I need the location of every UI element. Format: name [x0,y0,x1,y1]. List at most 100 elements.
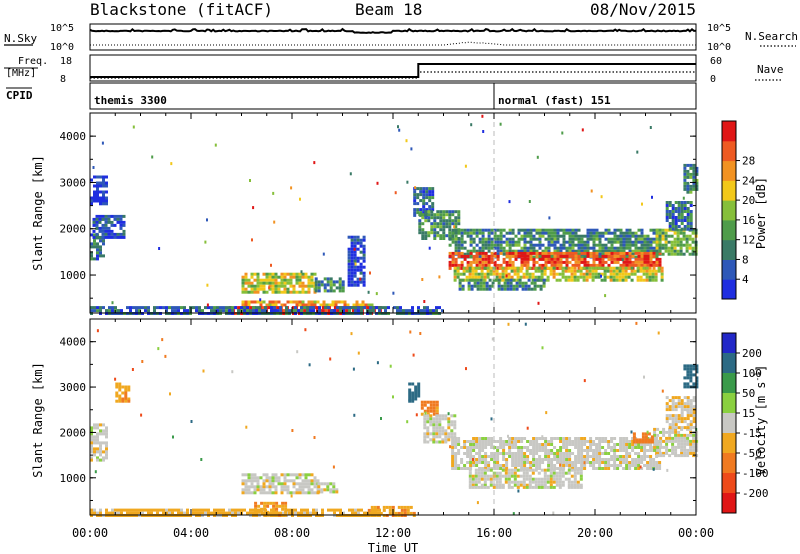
heatmap-cell [619,461,623,464]
heatmap-cell [671,210,675,213]
heatmap-cell [616,228,620,232]
heatmap-cell [649,251,653,255]
heatmap-cell [329,357,332,361]
heatmap-cell [304,284,308,288]
heatmap-cell [504,269,508,273]
heatmap-cell [635,321,638,325]
heatmap-cell [604,254,608,258]
heatmap-cell [559,263,563,267]
heatmap-cell [680,414,684,418]
heatmap-cell [601,452,605,455]
heatmap-cell [448,228,452,232]
heatmap-cell [509,287,513,291]
heatmap-cell [457,249,461,253]
heatmap-cell [357,508,360,512]
heatmap-cell [240,306,243,310]
heatmap-cell [531,275,535,279]
heatmap-cell [665,213,669,216]
heatmap-cell [204,508,207,512]
heatmap-cell [322,303,326,307]
heatmap-cell [573,266,577,270]
heatmap-cell [414,391,418,395]
heatmap-cell [695,166,699,170]
heatmap-cell [350,241,354,245]
heatmap-cell [471,477,475,481]
heatmap-cell [630,278,634,282]
heatmap-cell [594,275,598,279]
heatmap-cell [483,468,487,472]
heatmap-cell [499,237,503,241]
heatmap-cell [685,234,689,238]
heatmap-cell [330,309,333,313]
heatmap-cell [441,426,445,430]
heatmap-cell [284,501,288,505]
heatmap-cell [541,346,544,350]
heatmap-cell [649,246,653,250]
heatmap-cell [356,238,360,242]
heatmap-cell [529,228,533,232]
heatmap-cell [475,446,479,449]
heatmap-cell [304,290,308,294]
heatmap-cell [413,190,417,194]
heatmap-cell [164,354,167,358]
heatmap-cell [488,287,492,291]
heatmap-cell [424,213,428,217]
heatmap-cell [354,309,357,313]
heatmap-cell [562,246,566,250]
heatmap-cell [661,231,665,235]
heatmap-cell [579,266,583,270]
heatmap-cell [671,207,675,210]
heatmap-cell [104,232,108,236]
heatmap-cell [116,220,120,224]
heatmap-cell [490,452,494,455]
heatmap-cell [579,477,583,481]
heatmap-cell [644,438,648,442]
heatmap-cell [496,234,500,238]
heatmap-cell [102,306,105,310]
heatmap-cell [408,309,411,313]
heatmap-cell [515,284,519,288]
heatmap-cell [491,337,494,341]
heatmap-cell [105,426,108,430]
heatmap-cell [96,193,99,197]
heatmap-cell [604,449,608,452]
heatmap-cell [546,468,550,472]
heatmap-cell [313,272,317,276]
heatmap-cell [92,220,96,224]
heatmap-cell [347,256,351,260]
heatmap-cell [283,482,287,486]
heatmap-cell [589,443,593,446]
heatmap-cell [549,480,553,484]
heatmap-cell [335,490,339,494]
heatmap-cell [552,275,556,279]
heatmap-cell [450,435,454,439]
heatmap-cell [592,449,596,452]
heatmap-cell [553,455,557,458]
heatmap-cell [353,241,357,245]
heatmap-cell [610,240,614,244]
heatmap-cell [331,300,335,304]
heatmap-cell [243,508,246,512]
date-label: 08/Nov/2015 [590,0,696,19]
heatmap-cell [353,253,357,257]
heatmap-cell [552,485,556,489]
heatmap-cell [484,446,488,449]
heatmap-cell [460,254,464,258]
heatmap-cell [634,246,638,250]
heatmap-cell [289,272,293,276]
heatmap-cell [314,283,318,287]
heatmap-cell [677,213,681,216]
heatmap-cell [508,228,512,232]
heatmap-cell [580,455,584,458]
power-colorbar-title: Power [dB] [754,177,768,249]
heatmap-cell [692,442,696,446]
heatmap-cell [686,222,690,225]
heatmap-cell [243,309,246,313]
heatmap-cell [352,303,356,307]
heatmap-cell [168,511,171,515]
y-tick-label: 3000 [60,176,87,189]
heatmap-cell [397,125,399,129]
heatmap-cell [686,207,690,210]
heatmap-cell [517,231,521,235]
heatmap-cell [247,491,251,495]
